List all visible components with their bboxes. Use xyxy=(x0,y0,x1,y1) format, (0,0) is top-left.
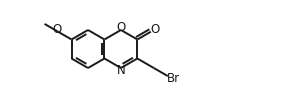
Text: N: N xyxy=(117,64,125,78)
Text: O: O xyxy=(116,20,126,34)
Text: Br: Br xyxy=(166,72,180,85)
Text: O: O xyxy=(53,23,62,36)
Text: O: O xyxy=(151,23,160,36)
